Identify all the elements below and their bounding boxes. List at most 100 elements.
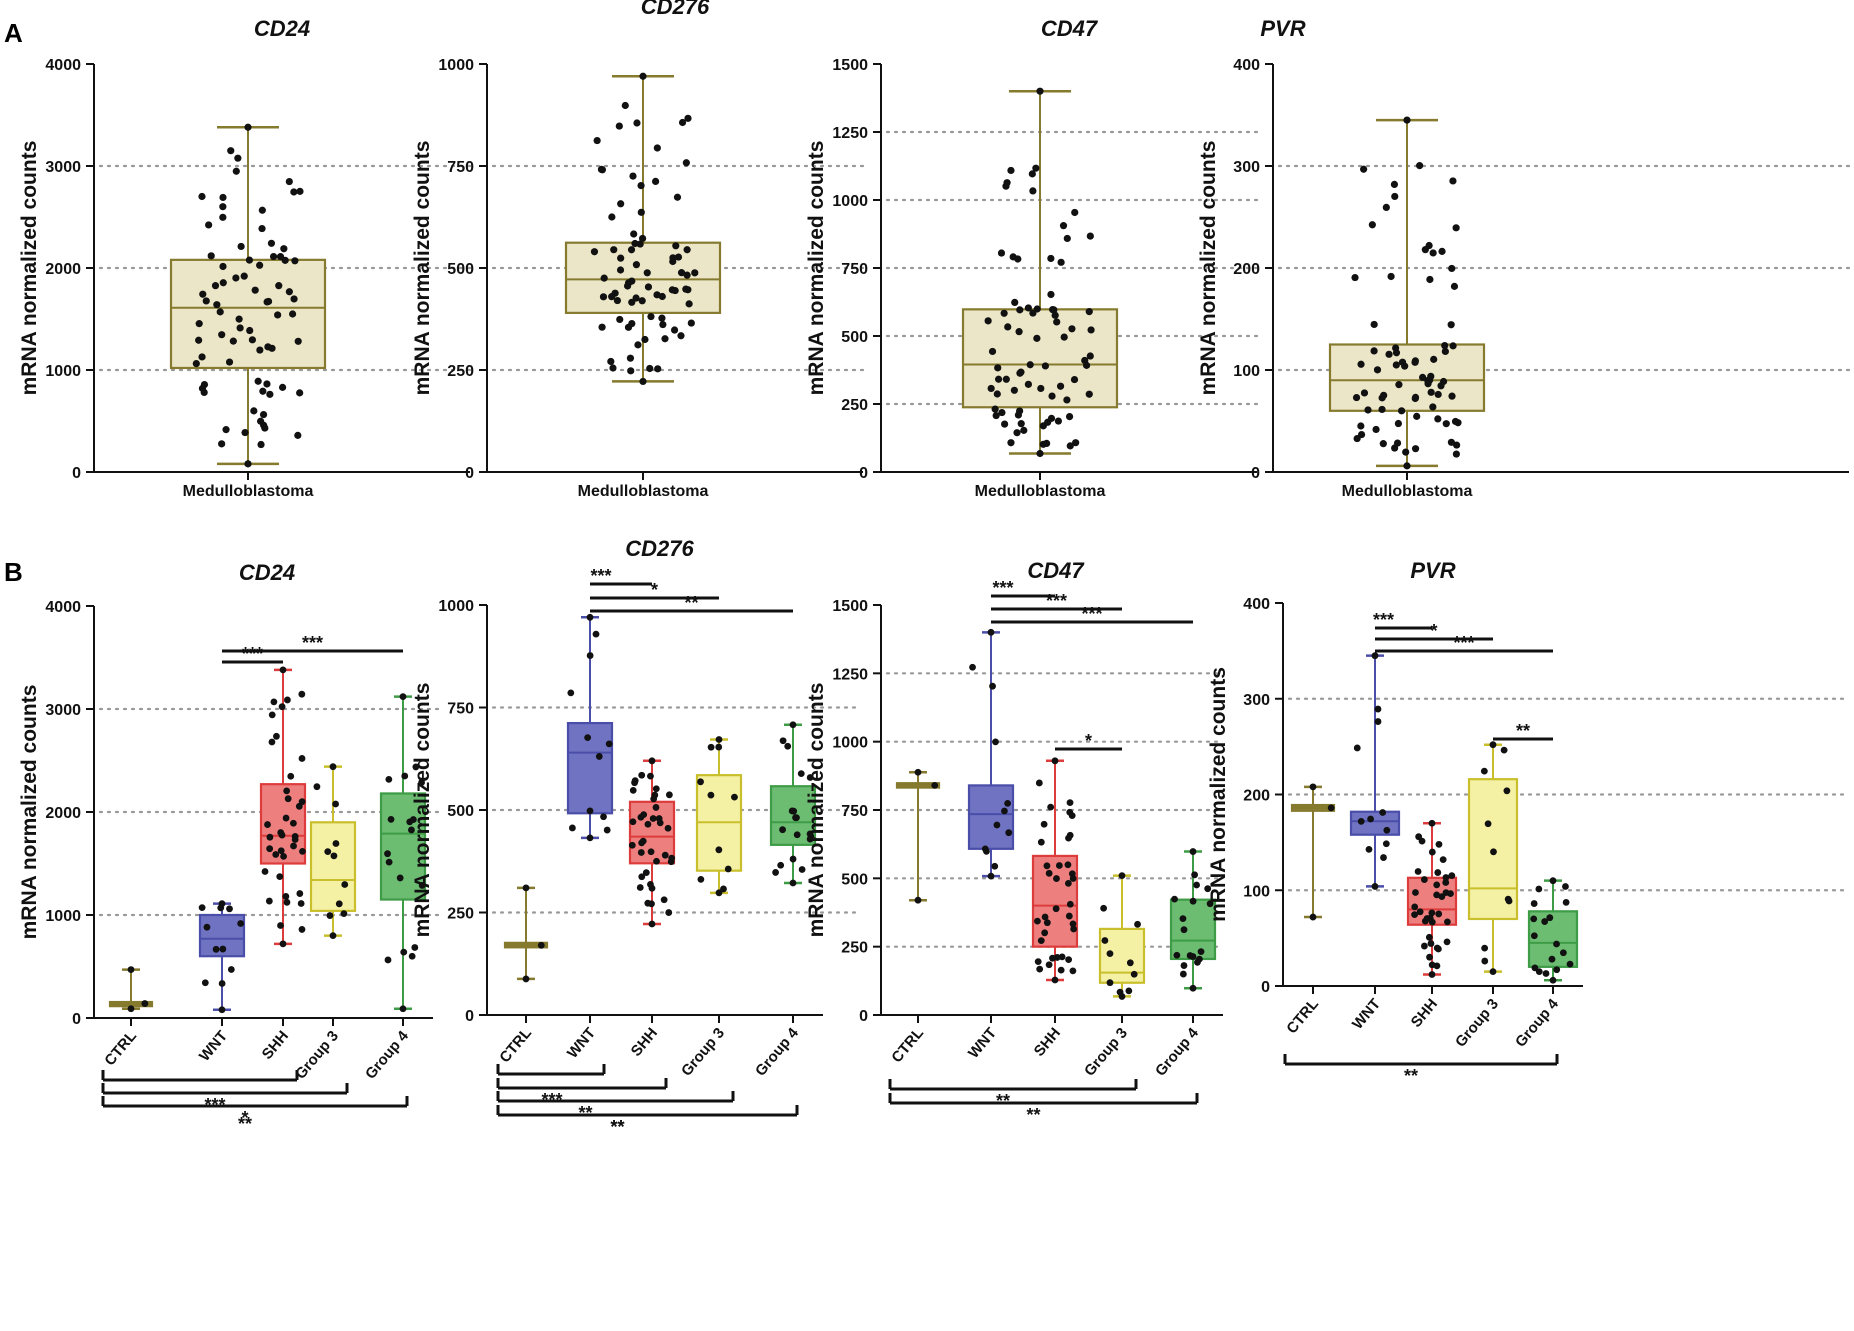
- a4-medulloblastoma-point-18: [1453, 441, 1461, 449]
- b3-shh-point-16: [1041, 929, 1049, 937]
- a4-ytick-label-300: 300: [1233, 159, 1260, 176]
- a1-medulloblastoma-point-40: [240, 272, 248, 280]
- a1-medulloblastoma-point-29: [198, 353, 206, 361]
- a4-ytick-label-200: 200: [1233, 261, 1260, 278]
- b2-shh-point-29: [629, 787, 637, 794]
- a2-medulloblastoma-point-52: [683, 271, 691, 279]
- a2-medulloblastoma-point-74: [617, 200, 625, 208]
- a3-medulloblastoma-point-54: [1000, 309, 1008, 317]
- a3-medulloblastoma-point-26: [994, 375, 1003, 383]
- b4-title: PVR: [1410, 558, 1455, 583]
- a1-medulloblastoma-point-8: [222, 426, 230, 434]
- b3-xtick-label-ctrl: CTRL: [888, 1025, 927, 1067]
- b3-wnt-point-10: [969, 663, 976, 671]
- b4-ytick-label-400: 400: [1243, 596, 1270, 613]
- b3-shh-point-2: [1058, 953, 1066, 961]
- b2-group-3-point-9: [707, 743, 715, 751]
- a4-medulloblastoma-point-74: [1368, 221, 1376, 229]
- b2-group-4-point-3: [798, 866, 806, 873]
- b1-group-4-point-16: [412, 763, 420, 771]
- b1-group-4-point-15: [418, 779, 425, 786]
- b4-shh-point-13: [1444, 918, 1451, 926]
- b2-group-3-point-8: [697, 778, 704, 786]
- b2-shh-point-34: [650, 795, 658, 803]
- a3-medulloblastoma-point-38: [1016, 369, 1024, 377]
- a3-medulloblastoma-point-22: [1010, 386, 1018, 394]
- b3-shh-point-1: [1051, 757, 1059, 765]
- a1-medulloblastoma-point-32: [229, 337, 237, 345]
- b4-group-3-point-1: [1489, 741, 1497, 749]
- b2-bracket-bottom-label-2: **: [578, 1103, 592, 1123]
- b1-ytick-label-1000: 1000: [45, 908, 81, 925]
- a2-medulloblastoma-point-39: [616, 266, 625, 274]
- a2-medulloblastoma-point-22: [638, 297, 646, 305]
- a2-medulloblastoma-point-17: [616, 315, 624, 324]
- b3-bracket-top-label-0: ***: [992, 578, 1013, 598]
- chart-a1: CD24 0 1000 2000 3000 4000 mRNA normalized cou…: [18, 16, 472, 500]
- a2-medulloblastoma-point-3: [627, 367, 635, 375]
- a3-medulloblastoma-point-73: [1086, 232, 1094, 240]
- b4-shh-point-1: [1428, 819, 1436, 827]
- b1-xtick-label-group-4: Group 4: [362, 1027, 412, 1082]
- a2-medulloblastoma-point-57: [678, 118, 687, 127]
- a3-medulloblastoma-point-32: [1037, 384, 1045, 393]
- a1-medulloblastoma-point-62: [198, 192, 206, 201]
- a2-medulloblastoma-point-54: [600, 274, 608, 282]
- b2-wnt-point-4: [568, 824, 576, 832]
- a1-medulloblastoma-point-68: [276, 253, 285, 261]
- a3-medulloblastoma-point-36: [987, 384, 995, 393]
- a2-ytick-label-500: 500: [447, 261, 474, 278]
- b1-xtick-label-group-3: Group 3: [292, 1028, 342, 1083]
- b3-wnt-point-7: [1001, 807, 1008, 815]
- b4-group-3-point-9: [1500, 746, 1508, 754]
- b4-shh-point-28: [1433, 881, 1441, 889]
- a3-medulloblastoma-point-18: [1020, 426, 1028, 434]
- a2-medulloblastoma-point-71: [621, 101, 629, 110]
- b2-group-4-point-5: [789, 855, 797, 863]
- b1-ytick-label-2000: 2000: [45, 805, 81, 822]
- b1-group-4-point-8: [418, 882, 426, 889]
- b3-shh-point-11: [1070, 925, 1078, 933]
- panel-label-b: B: [4, 557, 23, 587]
- a2-medulloblastoma-point-45: [674, 253, 683, 261]
- a4-medulloblastoma-point-46: [1419, 373, 1427, 381]
- b4-wnt-point-7: [1379, 809, 1387, 816]
- a2-medulloblastoma-point-4: [607, 357, 615, 366]
- a4-medulloblastoma-point-27: [1364, 406, 1372, 414]
- a2-medulloblastoma-point-56: [691, 269, 699, 277]
- a1-medulloblastoma-point-13: [200, 381, 209, 389]
- b2-shh-point-31: [647, 772, 654, 780]
- b1-shh-point-14: [266, 833, 274, 841]
- a4-medulloblastoma-point-66: [1438, 247, 1446, 255]
- a3-medulloblastoma-point-45: [1015, 328, 1023, 336]
- b4-wnt-point-5: [1383, 826, 1391, 834]
- a4-medulloblastoma-point-73: [1387, 272, 1395, 281]
- a3-ytick-label-0: 0: [859, 465, 868, 482]
- b1-group-3-point-4: [335, 900, 343, 908]
- b1-shh-point-36: [273, 732, 280, 740]
- b4-shh-point-6: [1433, 944, 1441, 952]
- b4-group-4-point-13: [1541, 918, 1549, 925]
- a2-medulloblastoma-point-32: [632, 294, 640, 302]
- b2-shh-point-16: [639, 837, 647, 845]
- b4-shh-point-12: [1428, 909, 1436, 917]
- b4-ctrl-point-1: [1309, 783, 1317, 791]
- a2-medulloblastoma-point-70: [593, 136, 601, 145]
- b4-shh-point-2: [1426, 953, 1433, 961]
- b4-wnt-point-3: [1365, 845, 1373, 853]
- b1-wnt-point-10: [198, 904, 206, 912]
- a1-ytick-label-3000: 3000: [45, 159, 81, 176]
- b2-xtick-label-ctrl: CTRL: [496, 1025, 535, 1067]
- a2-medulloblastoma-point-6: [634, 341, 642, 349]
- b1-group-4-point-0: [399, 1005, 407, 1013]
- a1-medulloblastoma-point-45: [232, 274, 240, 282]
- a2-medulloblastoma-point-26: [685, 300, 693, 308]
- b3-group-4-box: [1169, 898, 1217, 961]
- a4-medulloblastoma-point-17: [1393, 439, 1402, 447]
- a2-medulloblastoma-point-11: [646, 364, 654, 373]
- a1-medulloblastoma-point-19: [218, 440, 226, 448]
- b4-wnt-point-11: [1374, 705, 1382, 713]
- b2-ytick-label-250: 250: [447, 906, 474, 923]
- b2-group-3-point-0: [715, 889, 723, 897]
- b1-group-3-point-5: [341, 881, 349, 888]
